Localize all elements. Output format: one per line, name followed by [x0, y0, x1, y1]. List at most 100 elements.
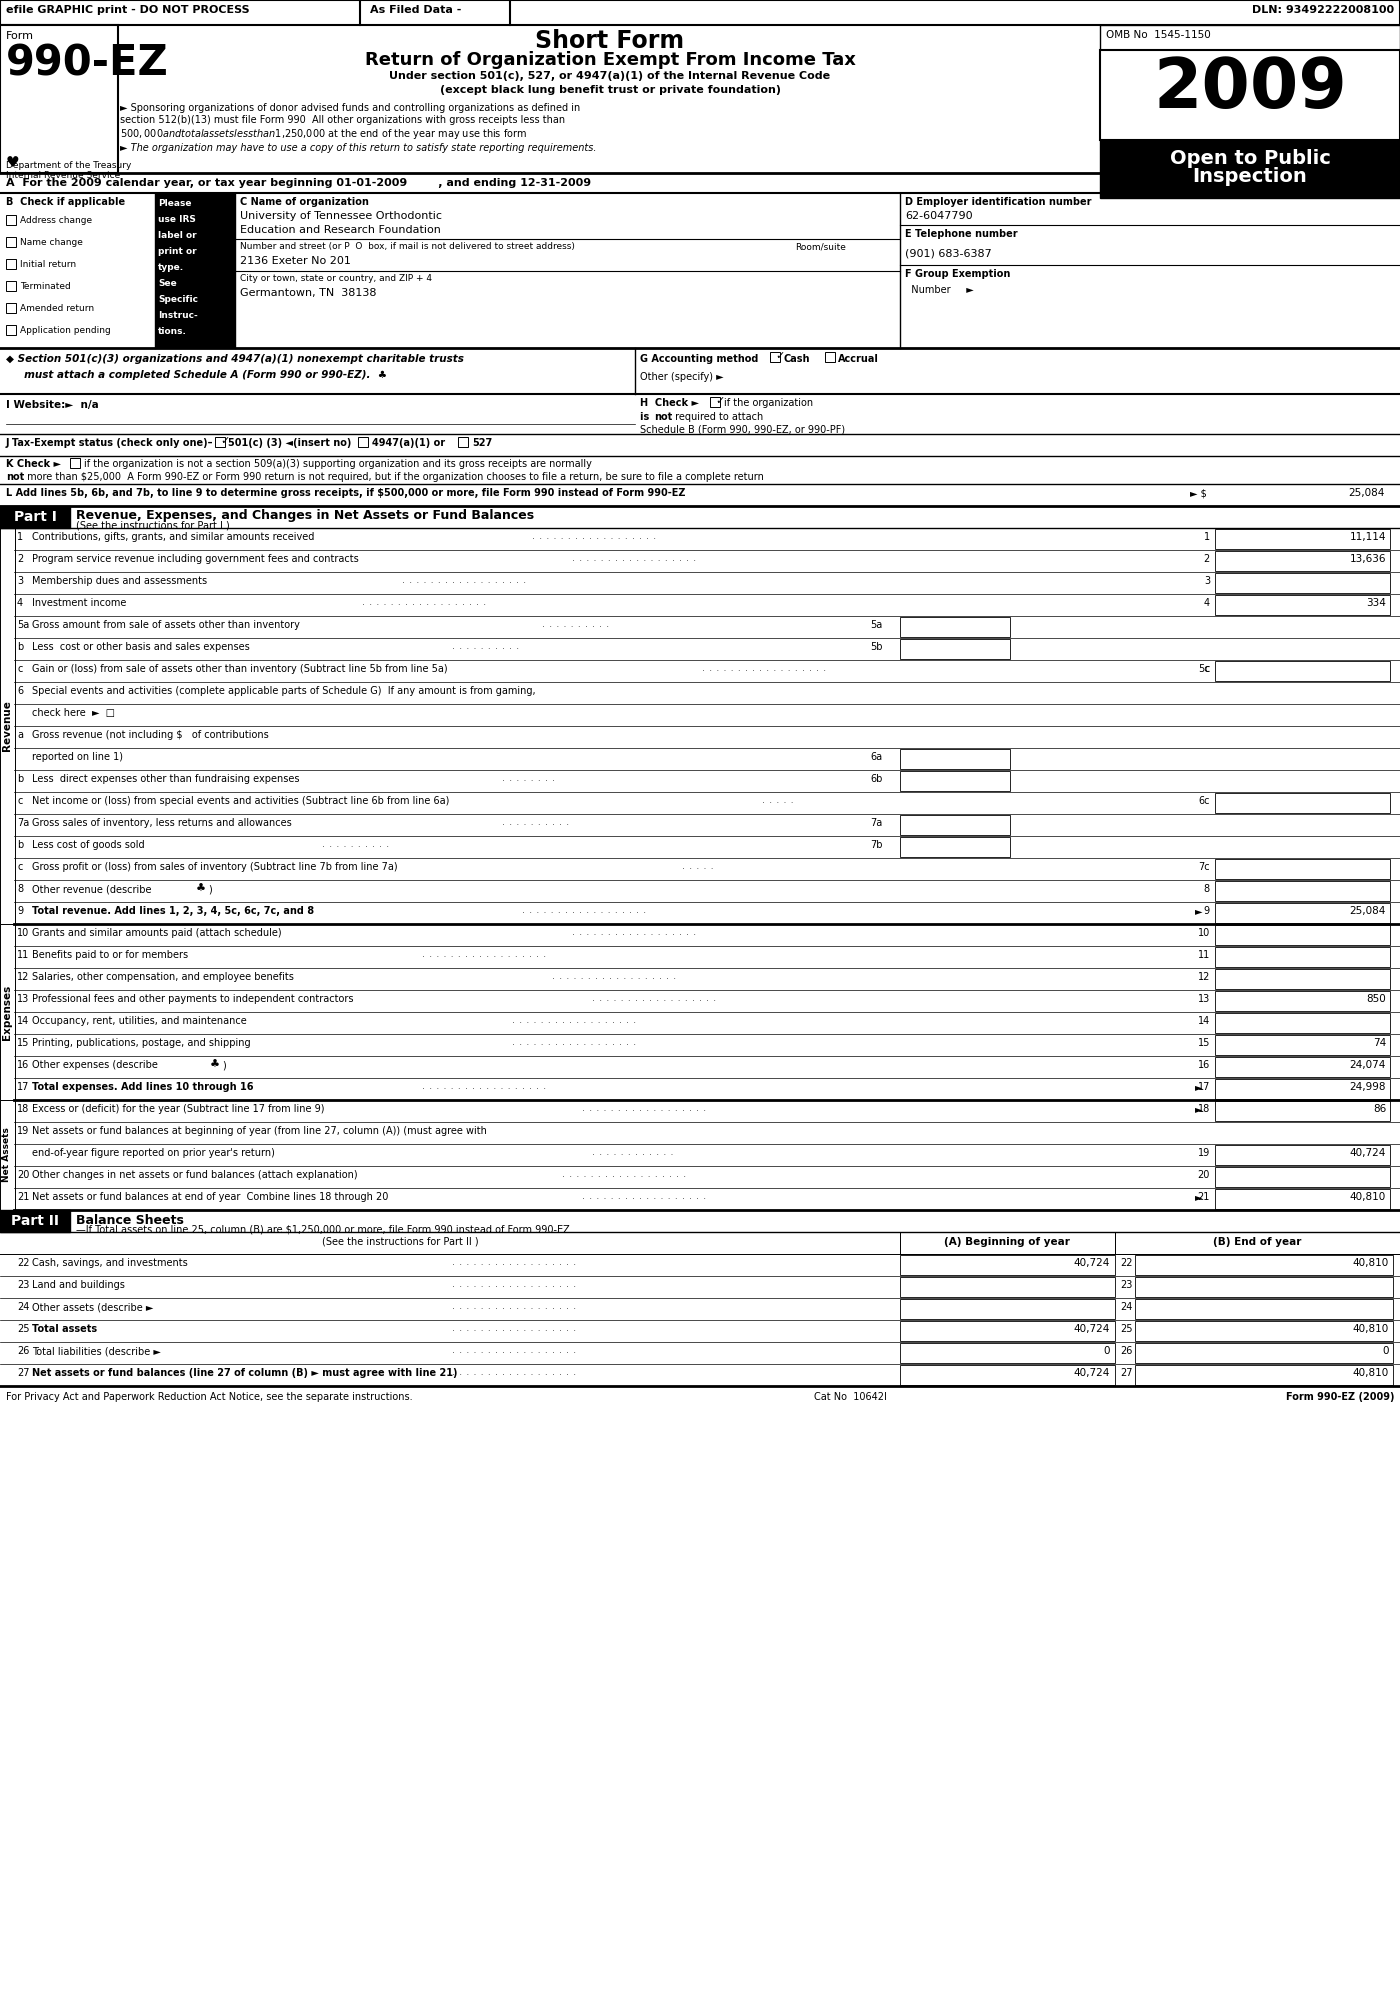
Bar	[1100, 140, 1400, 198]
Text: Occupancy, rent, utilities, and maintenance: Occupancy, rent, utilities, and maintena…	[32, 1015, 246, 1025]
Text: 5b: 5b	[869, 642, 882, 652]
Bar	[900, 1255, 1114, 1275]
Text: J Tax-Exempt status (check only one)–: J Tax-Exempt status (check only one)–	[6, 439, 213, 449]
Text: Total liabilities (describe ►: Total liabilities (describe ►	[32, 1347, 161, 1357]
Text: Part II: Part II	[11, 1215, 59, 1229]
Bar	[900, 1299, 1114, 1319]
Text: Specific: Specific	[158, 295, 197, 303]
Text: end-of-year figure reported on prior year's return): end-of-year figure reported on prior yea…	[32, 1147, 274, 1157]
Text: 501(c) (3) ◄(insert no): 501(c) (3) ◄(insert no)	[228, 439, 351, 449]
Text: F Group Exemption: F Group Exemption	[904, 269, 1011, 279]
Text: Balance Sheets: Balance Sheets	[76, 1215, 183, 1227]
Text: 334: 334	[1366, 598, 1386, 608]
Text: (B) End of year: (B) End of year	[1212, 1237, 1301, 1247]
Text: .  .  .  .  .  .  .  .  .  .  .  .  .  .  .  .  .  .: . . . . . . . . . . . . . . . . . .	[560, 1169, 689, 1179]
Text: reported on line 1): reported on line 1)	[32, 752, 123, 762]
Text: 19: 19	[17, 1125, 29, 1135]
Text: 24: 24	[1120, 1303, 1133, 1313]
Text: ► The organization may have to use a copy of this return to satisfy state report: ► The organization may have to use a cop…	[120, 144, 596, 154]
Bar	[6, 303, 15, 313]
Text: .  .  .  .  .  .  .  .  .  .  .  .  .  .  .  .  .  .: . . . . . . . . . . . . . . . . . .	[550, 972, 678, 982]
Text: .  .  .  .  .  .  .  .: . . . . . . . .	[500, 774, 557, 782]
Text: Less cost of goods sold: Less cost of goods sold	[32, 840, 144, 850]
Text: a: a	[17, 730, 22, 740]
Text: ♣: ♣	[210, 1059, 220, 1069]
Text: Terminated: Terminated	[20, 281, 71, 291]
Text: Other changes in net assets or fund balances (attach explanation): Other changes in net assets or fund bala…	[32, 1169, 357, 1179]
Text: ): )	[223, 1059, 225, 1069]
Bar	[6, 259, 15, 269]
Text: Amended return: Amended return	[20, 303, 94, 313]
Text: check here  ►  □: check here ► □	[32, 708, 115, 718]
Text: 5a: 5a	[17, 620, 29, 630]
Text: Cat No  10642I: Cat No 10642I	[813, 1393, 886, 1402]
Bar	[770, 351, 780, 361]
Text: Please: Please	[158, 200, 192, 207]
Text: E Telephone number: E Telephone number	[904, 229, 1018, 239]
Bar	[0, 347, 1400, 393]
Bar	[358, 437, 368, 447]
Text: .  .  .  .  .  .  .  .  .  .  .  .  .  .  .  .  .  .: . . . . . . . . . . . . . . . . . .	[570, 555, 699, 563]
Text: more than $25,000  A Form 990-EZ or Form 990 return is not required, but if the : more than $25,000 A Form 990-EZ or Form …	[24, 473, 764, 483]
Text: 25,084: 25,084	[1348, 489, 1385, 499]
Text: Revenue: Revenue	[1, 700, 13, 752]
Text: Germantown, TN  38138: Germantown, TN 38138	[239, 287, 377, 297]
Text: Excess or (deficit) for the year (Subtract line 17 from line 9): Excess or (deficit) for the year (Subtra…	[32, 1103, 325, 1113]
Text: b: b	[17, 840, 24, 850]
Text: 9: 9	[1204, 906, 1210, 916]
Bar	[1215, 595, 1390, 614]
Bar	[900, 1277, 1114, 1297]
Text: Gain or (loss) from sale of assets other than inventory (Subtract line 5b from l: Gain or (loss) from sale of assets other…	[32, 664, 448, 674]
Text: ✓: ✓	[220, 437, 230, 447]
Text: 24,074: 24,074	[1350, 1059, 1386, 1069]
Text: 8: 8	[1204, 884, 1210, 894]
Text: is: is	[640, 413, 652, 423]
Bar	[1135, 1277, 1393, 1297]
Text: 990-EZ: 990-EZ	[6, 44, 169, 86]
Text: Land and buildings: Land and buildings	[32, 1281, 125, 1291]
Text: L Add lines 5b, 6b, and 7b, to line 9 to determine gross receipts, if $500,000 o: L Add lines 5b, 6b, and 7b, to line 9 to…	[6, 489, 686, 499]
Text: ✓: ✓	[776, 351, 784, 361]
Text: not: not	[654, 413, 672, 423]
Text: Number     ►: Number ►	[904, 285, 974, 295]
Text: Professional fees and other payments to independent contractors: Professional fees and other payments to …	[32, 994, 353, 1003]
Text: 6b: 6b	[869, 774, 882, 784]
Text: Cash, savings, and investments: Cash, savings, and investments	[32, 1259, 188, 1269]
Text: .  .  .  .  .  .  .  .  .  .  .  .  .  .  .  .  .  .: . . . . . . . . . . . . . . . . . .	[420, 1081, 549, 1091]
Text: .  .  .  .  .  .  .  .  .  .  .  .  .  .  .  .  .  .: . . . . . . . . . . . . . . . . . .	[580, 1191, 708, 1201]
Text: ►: ►	[1196, 1103, 1203, 1113]
Text: Other assets (describe ►: Other assets (describe ►	[32, 1303, 154, 1313]
Text: 2: 2	[17, 555, 24, 565]
Bar	[1215, 573, 1390, 593]
Text: 5a: 5a	[869, 620, 882, 630]
Bar	[1215, 1167, 1390, 1187]
Text: ): )	[209, 884, 211, 894]
Text: Net Assets: Net Assets	[3, 1127, 11, 1183]
Text: 3: 3	[17, 577, 24, 587]
Text: 19: 19	[1198, 1147, 1210, 1157]
Text: Contributions, gifts, grants, and similar amounts received: Contributions, gifts, grants, and simila…	[32, 533, 315, 543]
Text: b: b	[17, 642, 24, 652]
Text: 14: 14	[17, 1015, 29, 1025]
Text: 25: 25	[17, 1325, 29, 1335]
Text: OMB No  1545-1150: OMB No 1545-1150	[1106, 30, 1211, 40]
Bar	[1215, 860, 1390, 880]
Text: I Website:►  n/a: I Website:► n/a	[6, 401, 99, 411]
Text: Total revenue. Add lines 1, 2, 3, 4, 5c, 6c, 7c, and 8: Total revenue. Add lines 1, 2, 3, 4, 5c,…	[32, 906, 314, 916]
Bar	[1215, 551, 1390, 571]
Text: 0: 0	[1103, 1347, 1110, 1357]
Text: 18: 18	[17, 1103, 29, 1113]
Text: .  .  .  .  .  .  .  .  .  .  .  .  .  .  .  .  .  .: . . . . . . . . . . . . . . . . . .	[570, 928, 699, 938]
Text: .  .  .  .  .  .  .  .  .  .  .  .  .  .  .  .  .  .: . . . . . . . . . . . . . . . . . .	[420, 950, 549, 960]
Text: Number and street (or P  O  box, if mail is not delivered to street address): Number and street (or P O box, if mail i…	[239, 241, 575, 251]
Text: Investment income: Investment income	[32, 598, 126, 608]
Bar	[1135, 1255, 1393, 1275]
Text: Schedule B (Form 990, 990-EZ, or 990-PF): Schedule B (Form 990, 990-EZ, or 990-PF)	[640, 425, 846, 435]
Text: 6c: 6c	[1198, 796, 1210, 806]
Text: 4: 4	[1204, 598, 1210, 608]
Text: 12: 12	[1197, 972, 1210, 982]
Bar	[900, 1233, 1114, 1255]
Text: c: c	[17, 796, 22, 806]
Text: Membership dues and assessments: Membership dues and assessments	[32, 577, 207, 587]
Text: tions.: tions.	[158, 327, 186, 335]
